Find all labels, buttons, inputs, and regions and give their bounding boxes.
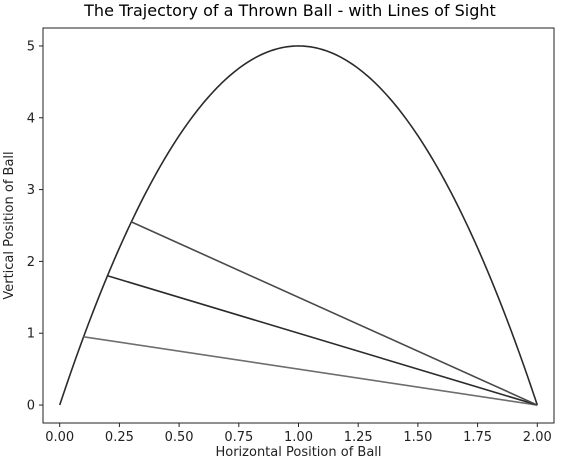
x-tick-label: 0.00 [45,430,74,445]
y-tick-label: 1 [27,327,35,342]
x-tick-label: 0.50 [165,430,194,445]
x-axis-ticks: 0.00 0.25 0.50 0.75 1.00 1.25 1.50 1.75 2.00 [45,423,552,445]
line-of-sight [107,275,538,406]
x-tick-label: 0.25 [105,430,134,445]
x-tick-label: 2.00 [523,430,552,445]
y-axis-label: Vertical Position of Ball [2,151,17,299]
x-tick-label: 1.25 [344,430,373,445]
y-tick-label: 5 [27,39,35,54]
x-tick-label: 1.50 [403,430,432,445]
line-of-sight [131,221,538,406]
trajectory-curve [58,45,539,406]
x-tick-label: 0.75 [224,430,253,445]
y-tick-label: 0 [27,399,35,414]
y-axis-ticks: 0 1 2 3 4 5 [27,39,43,414]
x-tick-label: 1.75 [463,430,492,445]
y-tick-label: 3 [27,183,35,198]
x-tick-label: 1.00 [284,430,313,445]
y-tick-label: 4 [27,111,35,126]
series-group [58,45,539,406]
line-of-sight [83,336,538,406]
plot-frame [42,27,555,424]
chart-title: The Trajectory of a Thrown Ball - with L… [83,1,496,20]
x-axis-label: Horizontal Position of Ball [215,445,381,458]
y-tick-label: 2 [27,255,35,270]
